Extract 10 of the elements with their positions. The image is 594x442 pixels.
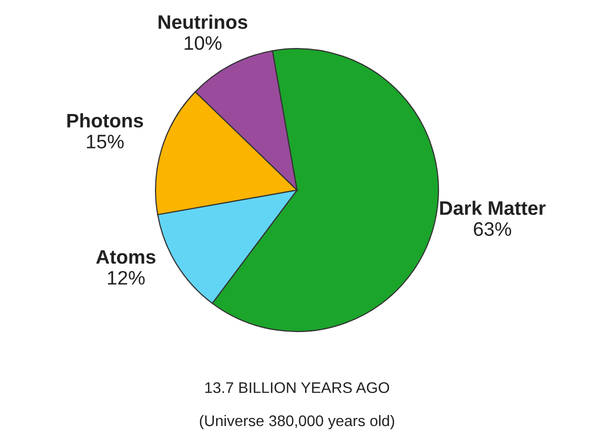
text: 13.7 BILLION YEARS AGO bbox=[205, 382, 390, 394]
text: (Universe 380,000 years old) bbox=[200, 414, 394, 430]
slice-label: Atoms bbox=[96, 250, 156, 264]
slice-label: Neutrinos bbox=[158, 14, 248, 29]
data-label: 63% bbox=[474, 222, 512, 236]
slice-label: Dark Matter bbox=[440, 200, 546, 215]
slice-label: Photons bbox=[67, 113, 144, 128]
data-label: 12% bbox=[108, 270, 145, 285]
data-label: 15% bbox=[86, 134, 124, 148]
data-label: 10% bbox=[184, 36, 222, 50]
